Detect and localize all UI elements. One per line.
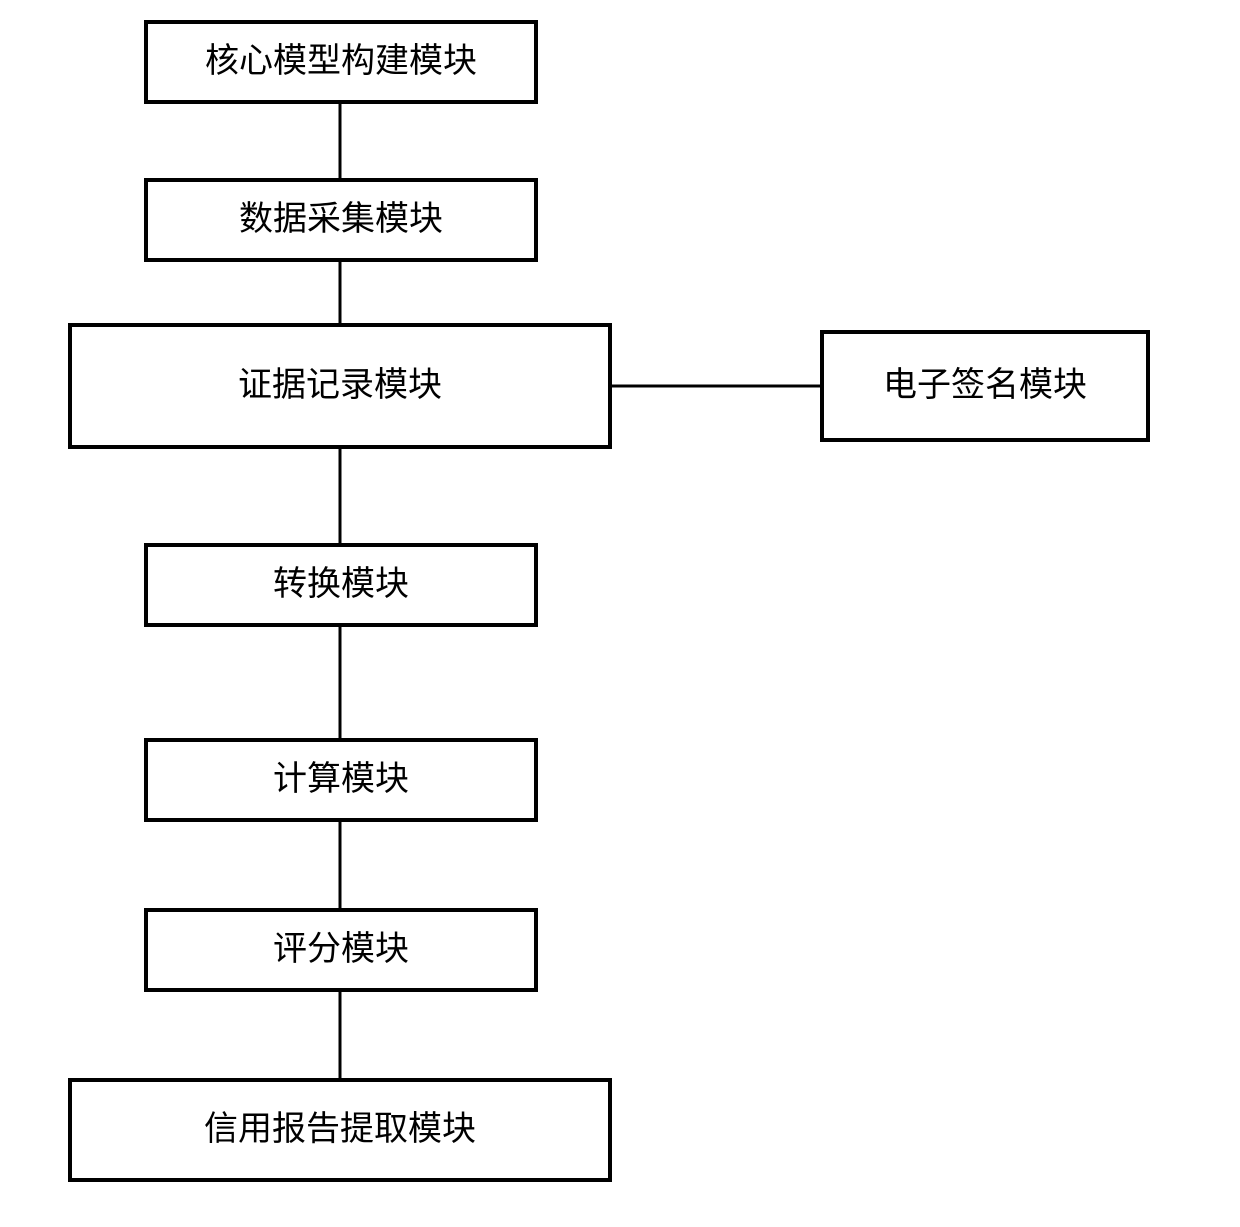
node-n8-label: 信用报告提取模块 xyxy=(204,1110,476,1148)
node-n7-label: 评分模块 xyxy=(273,930,409,968)
node-n4-label: 电子签名模块 xyxy=(883,366,1087,404)
node-n4: 电子签名模块 xyxy=(822,332,1148,440)
node-n3: 证据记录模块 xyxy=(70,325,610,447)
node-n1-label: 核心模型构建模块 xyxy=(205,42,477,80)
node-n5: 转换模块 xyxy=(146,545,536,625)
node-n1: 核心模型构建模块 xyxy=(146,22,536,102)
node-n2-label: 数据采集模块 xyxy=(239,200,443,238)
node-n2: 数据采集模块 xyxy=(146,180,536,260)
node-n6: 计算模块 xyxy=(146,740,536,820)
node-n5-label: 转换模块 xyxy=(273,565,409,603)
node-n6-label: 计算模块 xyxy=(273,760,409,798)
node-n3-label: 证据记录模块 xyxy=(238,366,442,404)
node-n8: 信用报告提取模块 xyxy=(70,1080,610,1180)
node-n7: 评分模块 xyxy=(146,910,536,990)
